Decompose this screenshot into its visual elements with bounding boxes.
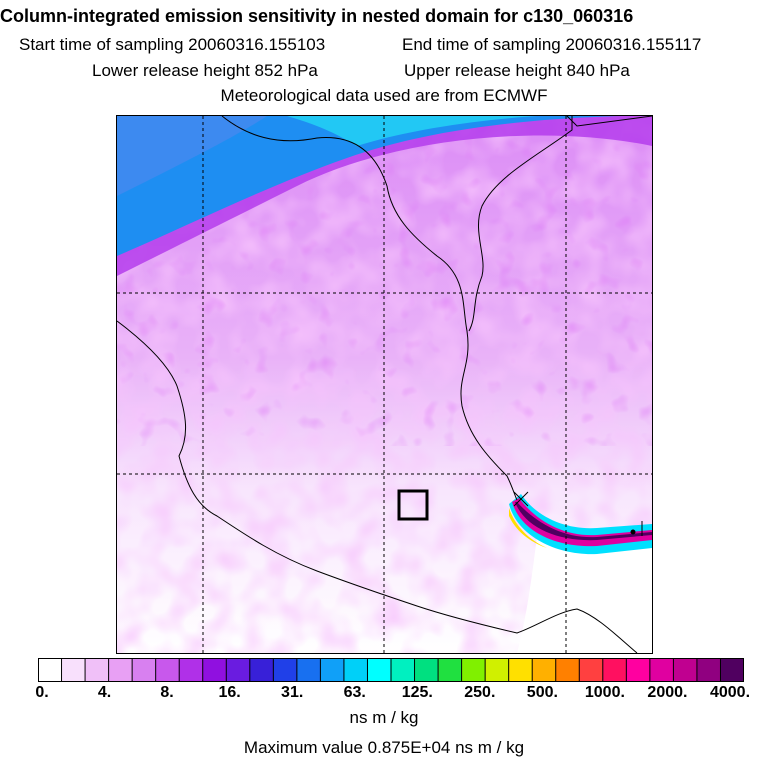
color-scale-tick-label: 500. <box>526 684 558 701</box>
color-scale-cells <box>38 658 744 682</box>
northern-cyan-core <box>287 116 537 146</box>
map-field <box>117 116 652 653</box>
color-scale-tick-label: 0. <box>35 684 49 701</box>
color-scale-tick-label: 16. <box>218 684 241 701</box>
color-scale-cell <box>696 658 722 682</box>
color-scale-tick-label: 125. <box>401 684 433 701</box>
trajectory-markers <box>513 491 643 536</box>
color-scale-cell <box>532 658 557 682</box>
plume-east <box>509 494 652 555</box>
color-scale-tick-label: 1000. <box>584 684 625 701</box>
color-scale-cell <box>391 658 416 682</box>
color-scale-cell <box>602 658 627 682</box>
coastlines <box>117 116 652 653</box>
color-scale-cell <box>649 658 674 682</box>
max-value-label: Maximum value 0.875E+04 ns m / kg <box>243 738 525 757</box>
color-scale-cell <box>273 658 298 682</box>
color-scale-cell <box>38 658 63 682</box>
color-scale-cell <box>85 658 110 682</box>
color-scale-cell <box>61 658 86 682</box>
color-scale-cell <box>108 658 133 682</box>
figure-title: Column-integrated emission sensitivity i… <box>0 6 634 26</box>
color-scale-cell <box>673 658 698 682</box>
color-scale-cell <box>343 658 369 682</box>
northern-blue-band <box>117 116 622 256</box>
units-label: ns m / kg <box>349 708 419 727</box>
end-time-label: End time of sampling 20060316.155117 <box>402 35 702 54</box>
color-scale-cell <box>202 658 227 682</box>
color-scale-tick-label: 4. <box>97 684 112 701</box>
color-scale-cell <box>226 658 251 682</box>
start-time-label: Start time of sampling 20060316.155103 <box>19 35 326 54</box>
color-scale-cell <box>320 658 345 682</box>
color-scale-bar <box>38 658 744 682</box>
color-scale-cell <box>579 658 604 682</box>
upper-release-label: Upper release height 840 hPa <box>404 61 630 80</box>
met-data-label: Meteorological data used are from ECMWF <box>220 86 548 105</box>
color-scale-cell <box>132 658 157 682</box>
color-scale-cell <box>555 658 580 682</box>
color-scale-cell <box>485 658 510 682</box>
southeast-white-area <box>517 526 652 653</box>
grid-lines <box>117 116 652 653</box>
color-scale-cell <box>438 658 463 682</box>
color-scale-cell <box>461 658 486 682</box>
color-scale-cell <box>249 658 274 682</box>
lower-release-label: Lower release height 852 hPa <box>92 61 318 80</box>
color-scale-cell <box>414 658 439 682</box>
color-scale-cell <box>155 658 180 682</box>
receptor-box <box>397 489 429 521</box>
color-scale-cell <box>367 658 392 682</box>
color-scale-cell <box>179 658 204 682</box>
color-scale-cell <box>720 658 744 682</box>
sensitivity-map <box>116 115 653 654</box>
color-scale-tick-label: 250. <box>464 684 496 701</box>
color-scale-cell <box>508 658 533 682</box>
color-scale-cell <box>626 658 651 682</box>
color-scale-tick-label: 63. <box>343 684 366 701</box>
color-scale-cell <box>296 658 321 682</box>
color-scale-tick-label: 8. <box>160 684 174 701</box>
color-scale-dividers <box>61 658 721 682</box>
color-scale-tick-label: 4000. <box>709 684 751 701</box>
color-scale-tick-label: 2000. <box>647 684 688 701</box>
color-scale-tick-label: 31. <box>281 684 304 701</box>
northern-deep-blue <box>117 116 267 196</box>
